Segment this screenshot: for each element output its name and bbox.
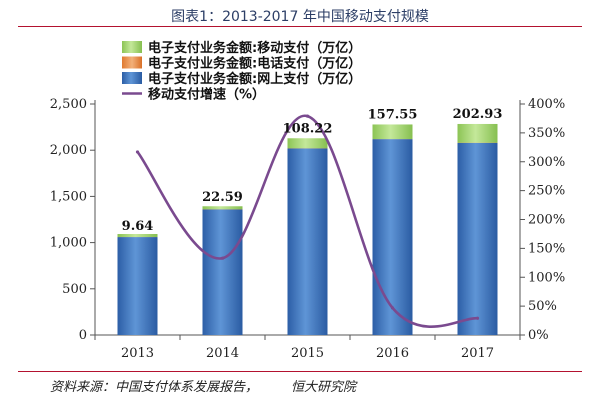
y-right-tick-label: 350% — [528, 126, 565, 141]
y-left-tick-label: 500 — [62, 282, 87, 297]
growth-rate-point — [305, 114, 310, 118]
legend-swatch — [122, 56, 142, 69]
data-labels-group: 9.64 22.59 108.22 157.55 202.93 — [122, 107, 503, 234]
x-tick-label: 2014 — [206, 346, 239, 361]
bar-mobile-payment — [457, 123, 498, 143]
bar-online-payment — [287, 148, 328, 335]
bar-mobile-payment — [287, 138, 328, 149]
legend-swatch — [122, 72, 142, 84]
growth-rate-point — [475, 316, 480, 320]
y-left-tick-label: 1,500 — [50, 189, 87, 204]
bars-group — [117, 123, 498, 335]
chart-title: 图表1：2013-2017 年中国移动支付规模 — [171, 9, 429, 25]
y-left-tick-label: 2,000 — [50, 143, 87, 158]
bar-online-payment — [457, 142, 498, 335]
y-right-tick-label: 200% — [528, 213, 565, 228]
legend-swatch — [122, 41, 142, 53]
bar-online-payment — [372, 139, 413, 335]
data-label: 22.59 — [202, 190, 243, 205]
y-right-tick-label: 400% — [528, 97, 565, 112]
title-rule — [18, 26, 582, 27]
data-label: 108.22 — [283, 121, 333, 136]
source-rule — [18, 371, 582, 372]
legend-group: 电子支付业务金额:移动支付（万亿）电子支付业务金额:电话支付（万亿）电子支付业务… — [122, 40, 361, 103]
bar-mobile-payment — [372, 124, 413, 140]
y-right-tick-label: 50% — [528, 299, 557, 314]
bar-mobile-payment — [202, 206, 243, 210]
legend-label: 移动支付增速（%） — [148, 87, 265, 103]
y-right-tick-label: 150% — [528, 241, 565, 256]
bar-online-payment — [202, 209, 243, 335]
y-right-tick-label: 300% — [528, 155, 565, 170]
data-label: 9.64 — [122, 219, 154, 234]
x-tick-label: 2013 — [121, 346, 154, 361]
y-left-tick-label: 0 — [79, 328, 87, 343]
growth-rate-point — [220, 256, 225, 260]
legend-label: 电子支付业务金额:电话支付（万亿） — [148, 56, 361, 72]
legend-label: 电子支付业务金额:移动支付（万亿） — [148, 40, 361, 56]
y-left-tick-label: 2,500 — [50, 97, 87, 112]
bar-mobile-payment — [117, 234, 158, 238]
growth-rate-point — [390, 306, 395, 310]
legend-label: 电子支付业务金额:网上支付（万亿） — [148, 71, 361, 87]
x-tick-label: 2016 — [376, 346, 409, 361]
data-label: 157.55 — [368, 107, 418, 122]
line-group — [135, 114, 480, 328]
y-right-tick-label: 0% — [528, 328, 549, 343]
y-right-tick-label: 100% — [528, 270, 565, 285]
x-tick-label: 2015 — [291, 346, 324, 361]
x-tick-label: 2017 — [461, 346, 494, 361]
y-left-tick-label: 1,000 — [50, 236, 87, 251]
axes-group: 0 500 1,000 1,500 2,000 2,500 0% 50% 100% 150% 200… — [50, 97, 565, 361]
source-note: 资料来源：中国支付体系发展报告， 恒大研究院 — [50, 380, 357, 395]
y-right-tick-label: 250% — [528, 184, 565, 199]
data-label: 202.93 — [453, 107, 503, 122]
growth-rate-point — [135, 150, 140, 154]
bar-online-payment — [117, 237, 158, 335]
